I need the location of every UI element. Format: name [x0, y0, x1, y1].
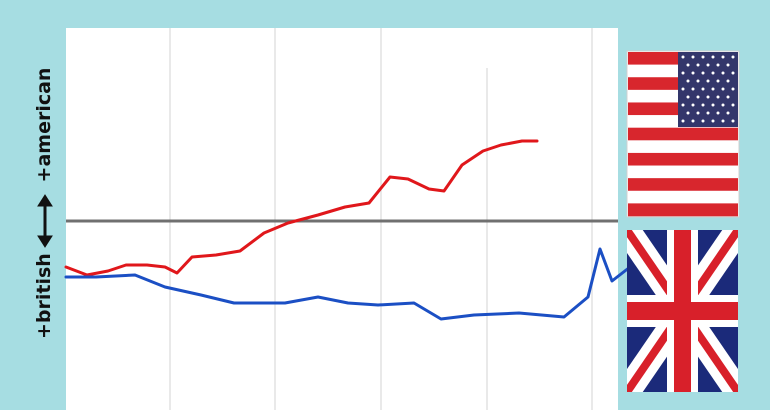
- y-axis-label-british: +british: [33, 253, 55, 339]
- us-flag-icon: [626, 50, 740, 218]
- american-series-line: [64, 139, 539, 277]
- plot-area: [66, 28, 618, 410]
- grid-lines: [169, 28, 593, 410]
- series-lines: [64, 139, 632, 321]
- uk-flag-icon: [627, 230, 738, 392]
- british-series-line: [64, 247, 632, 321]
- y-axis-label-american: +american: [33, 67, 55, 183]
